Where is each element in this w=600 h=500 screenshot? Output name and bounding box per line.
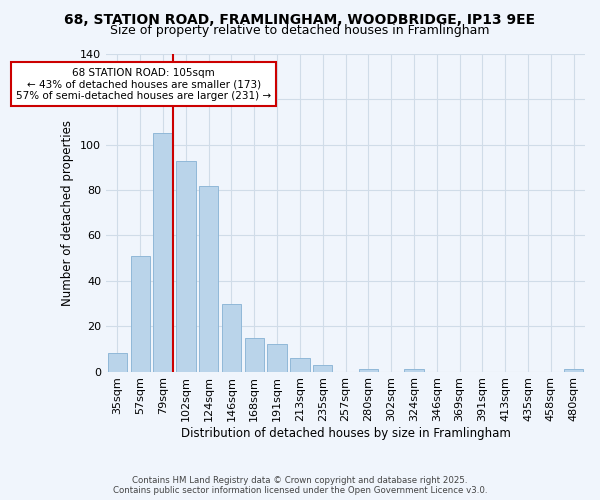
Bar bbox=[154, 134, 173, 372]
Bar bbox=[245, 338, 264, 372]
Bar bbox=[404, 370, 424, 372]
Bar bbox=[268, 344, 287, 372]
Text: 68, STATION ROAD, FRAMLINGHAM, WOODBRIDGE, IP13 9EE: 68, STATION ROAD, FRAMLINGHAM, WOODBRIDG… bbox=[64, 12, 536, 26]
X-axis label: Distribution of detached houses by size in Framlingham: Distribution of detached houses by size … bbox=[181, 427, 511, 440]
Bar bbox=[290, 358, 310, 372]
Bar bbox=[199, 186, 218, 372]
Bar bbox=[359, 370, 378, 372]
Text: 68 STATION ROAD: 105sqm
← 43% of detached houses are smaller (173)
57% of semi-d: 68 STATION ROAD: 105sqm ← 43% of detache… bbox=[16, 68, 271, 101]
Bar bbox=[108, 354, 127, 372]
Bar bbox=[222, 304, 241, 372]
Text: Size of property relative to detached houses in Framlingham: Size of property relative to detached ho… bbox=[110, 24, 490, 37]
Bar bbox=[176, 160, 196, 372]
Y-axis label: Number of detached properties: Number of detached properties bbox=[61, 120, 74, 306]
Bar bbox=[131, 256, 150, 372]
Text: Contains HM Land Registry data © Crown copyright and database right 2025.
Contai: Contains HM Land Registry data © Crown c… bbox=[113, 476, 487, 495]
Bar bbox=[564, 370, 583, 372]
Bar bbox=[313, 365, 332, 372]
